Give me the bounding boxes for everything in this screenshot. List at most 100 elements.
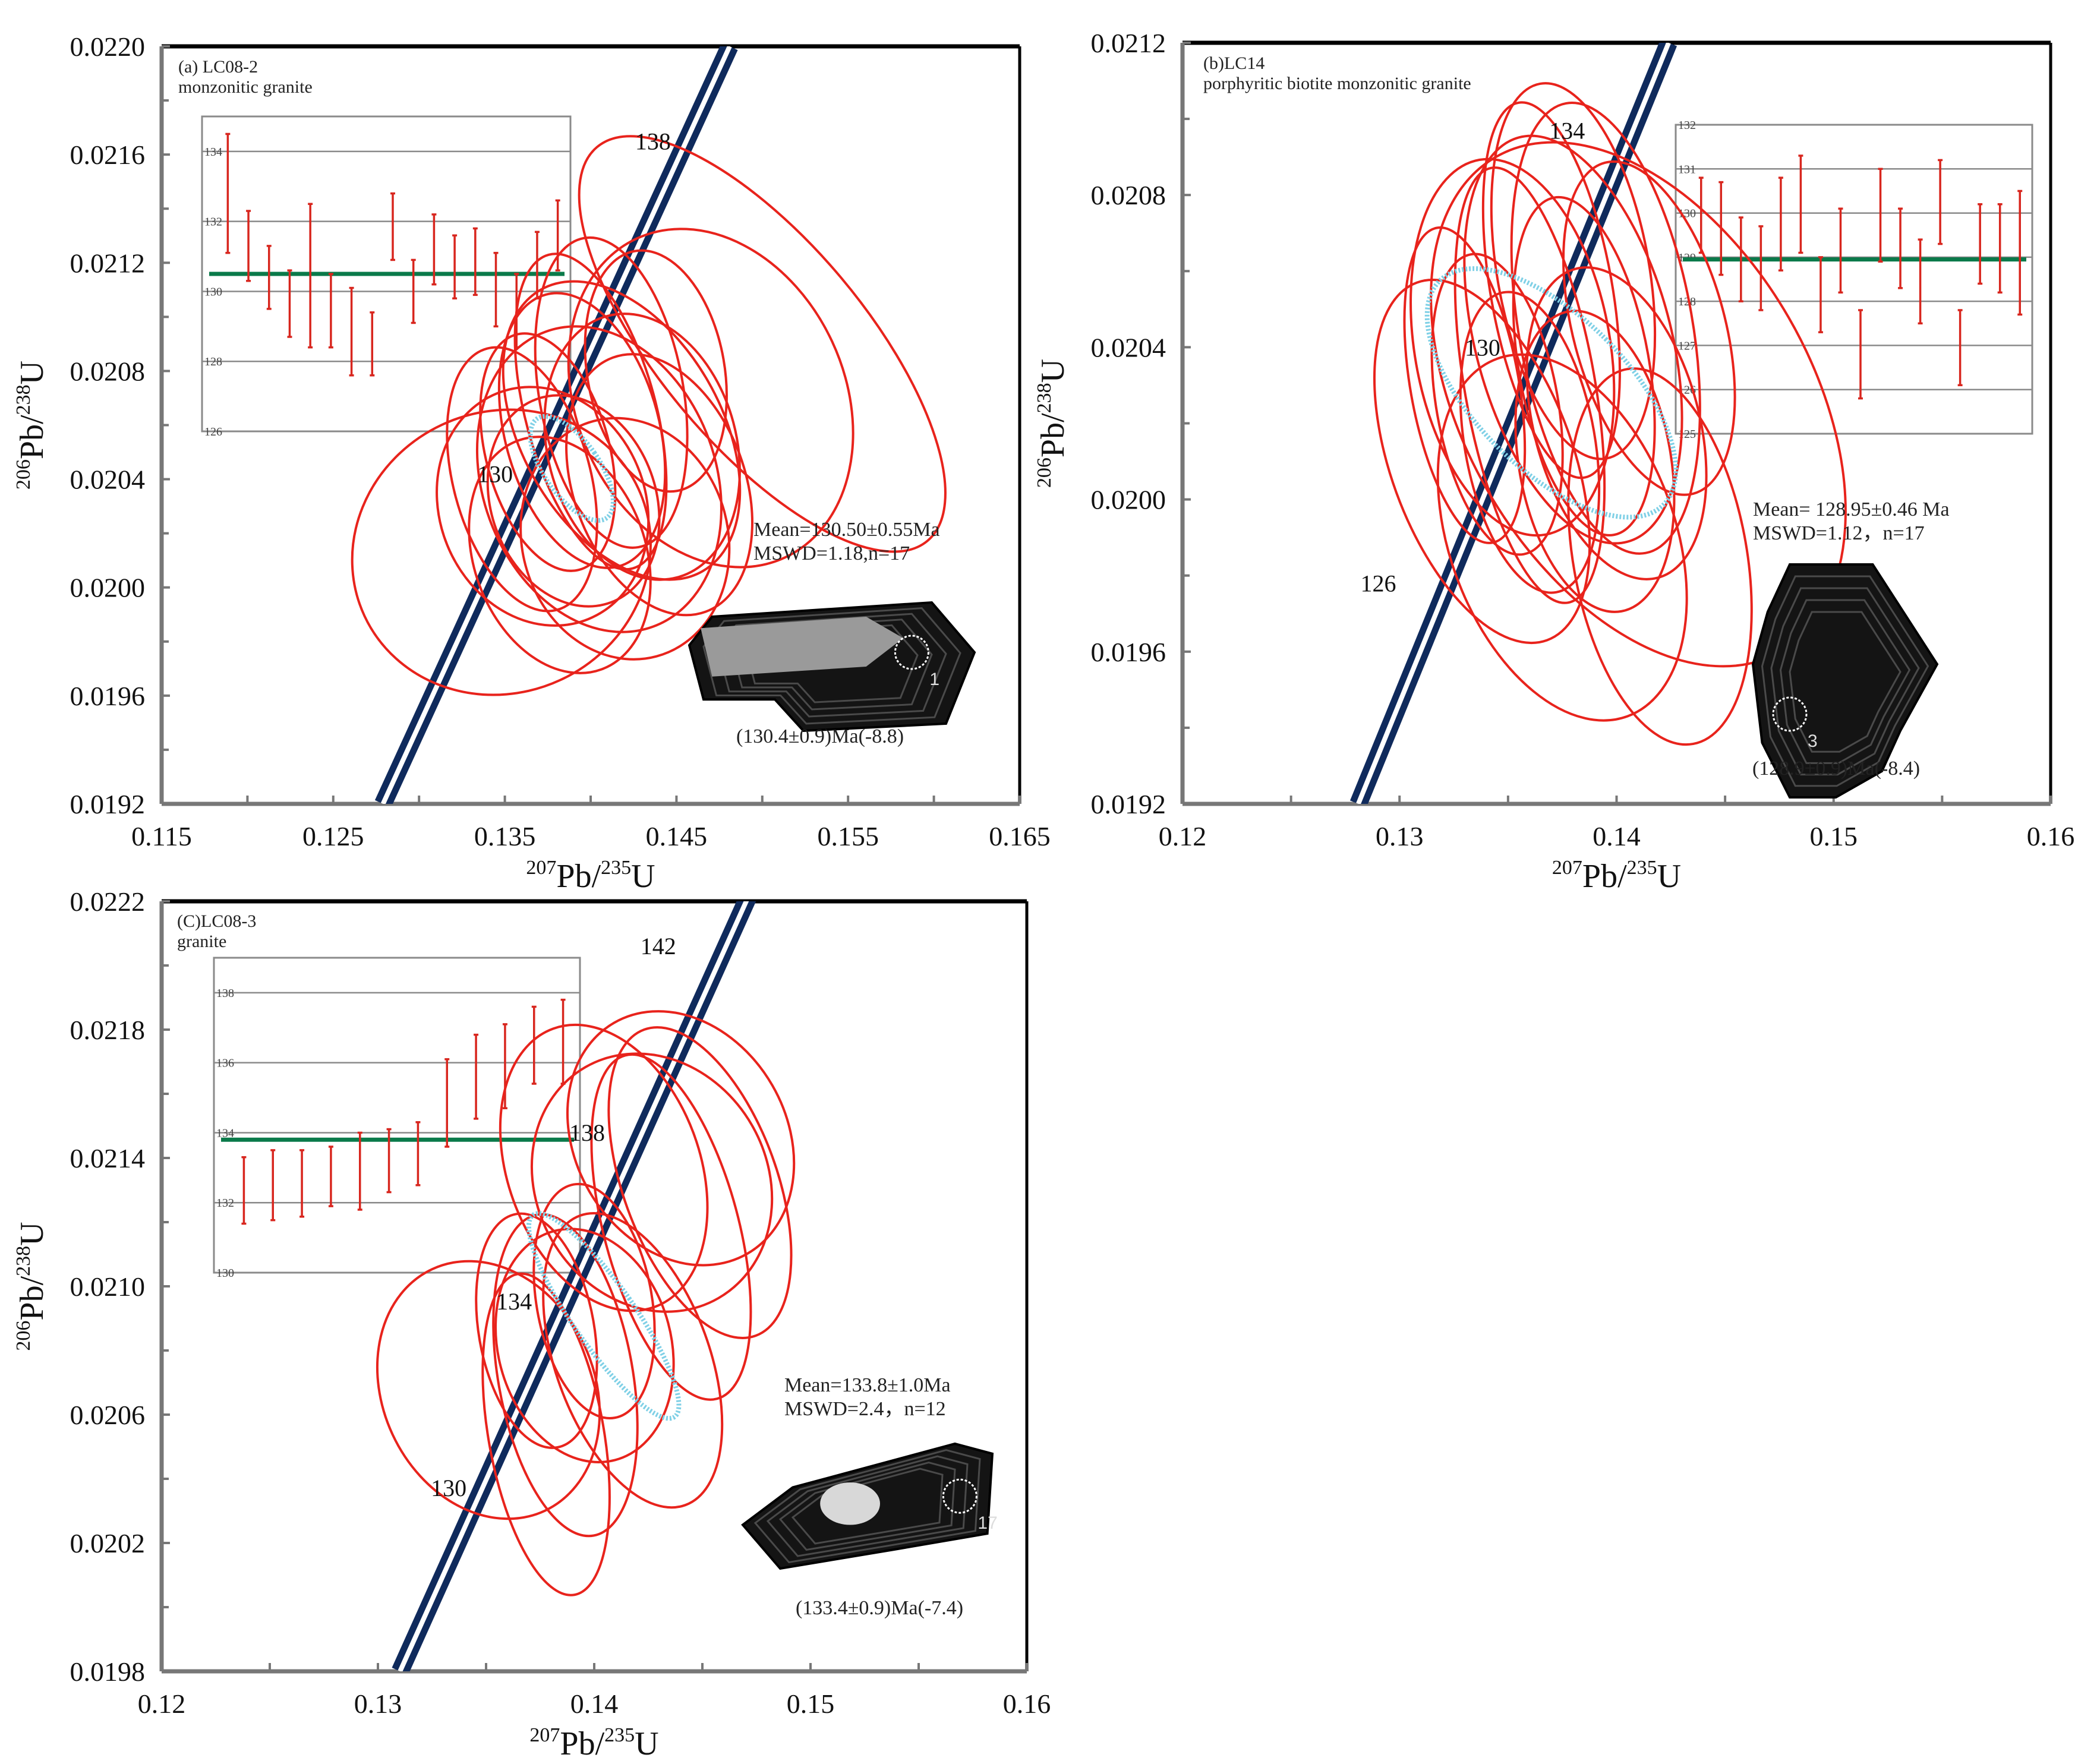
grain-age-caption: (133.4±0.9)Ma(-7.4) — [796, 1597, 963, 1619]
error-ellipse — [578, 135, 947, 553]
error-bar — [357, 1131, 362, 1211]
x-tick-label: 0.145 — [646, 821, 708, 851]
error-bar — [1918, 238, 1923, 325]
error-ellipse — [1481, 101, 1621, 479]
grain-age-caption: (128.9±0.9)Ma(-8.4) — [1752, 758, 1920, 780]
concordia-age-label: 130 — [1465, 334, 1500, 361]
axis-text: U — [1657, 858, 1681, 895]
concordia-age-label: 130 — [431, 1475, 466, 1501]
error-ellipse — [446, 346, 598, 613]
zircon-cl-image: 1 — [688, 601, 976, 733]
axis-text: U — [635, 1725, 658, 1762]
superscript: 207 — [529, 1724, 560, 1746]
bright-core — [701, 617, 903, 677]
zoning-band — [1770, 587, 1920, 776]
error-bar — [270, 1149, 276, 1222]
error-bar — [1798, 154, 1803, 254]
panel-title: (C)LC08-3 — [177, 911, 256, 931]
error-ellipse — [1373, 279, 1591, 645]
inset-tick-label: 132 — [216, 1197, 234, 1210]
analysis-spot-circle — [1772, 696, 1808, 732]
error-ellipse — [351, 408, 652, 696]
bright-core — [820, 1482, 880, 1525]
zoning-band — [766, 1455, 969, 1557]
axis-text: Pb/ — [14, 415, 51, 459]
inset-tick-label: 126 — [204, 425, 222, 438]
concordia-age-label: 138 — [569, 1119, 605, 1146]
x-tick-label: 0.115 — [131, 821, 192, 851]
y-tick-label: 0.0208 — [1091, 180, 1166, 210]
error-bar — [1738, 216, 1743, 302]
y-tick-label: 0.0212 — [70, 248, 146, 278]
axis-text: Pb/ — [1035, 413, 1071, 457]
error-ellipses — [351, 135, 947, 696]
error-bar — [308, 203, 313, 349]
panels-root: 0.115 0.125 0.135 0.145 0.155 0.165 0.0192 0.01… — [12, 28, 2074, 1762]
error-bar — [444, 1058, 450, 1148]
error-ellipse — [530, 1052, 774, 1313]
mean-age-ellipse — [526, 1211, 682, 1421]
y-axis-title: 206Pb/238U — [12, 1222, 51, 1350]
inset-tick-label: 127 — [1678, 339, 1696, 352]
grain-age-caption: (130.4±0.9)Ma(-8.8) — [736, 725, 904, 747]
error-bar — [1997, 203, 2003, 294]
concordia-age-label: 126 — [1361, 570, 1396, 597]
error-ellipse — [534, 236, 689, 549]
error-bar — [1858, 309, 1863, 400]
error-bar — [2017, 190, 2023, 316]
concordia-age-label: 130 — [477, 460, 513, 487]
y-tick-label: 0.0212 — [1091, 28, 1166, 58]
inset-tick-label: 130 — [204, 285, 222, 298]
error-bar — [452, 234, 458, 299]
mswd-label: MSWD=1.18,n=17 — [753, 542, 910, 564]
error-ellipse — [607, 1026, 793, 1339]
panel-subtitle: porphyritic biotite monzonitic granite — [1203, 74, 1471, 93]
superscript: 206 — [1033, 457, 1055, 488]
axis-text: Pb/ — [556, 858, 601, 895]
error-ellipse — [584, 249, 728, 493]
x-tick-label: 0.15 — [787, 1689, 835, 1719]
error-bar — [1957, 309, 1963, 387]
error-ellipse — [436, 386, 650, 627]
axis-text: U — [14, 1222, 51, 1245]
error-ellipses — [376, 1010, 796, 1596]
x-axis-title: 207Pb/235U — [529, 1724, 658, 1762]
error-bar — [266, 245, 272, 310]
error-bar — [386, 1128, 392, 1194]
error-bar — [555, 199, 560, 272]
weighted-mean-inset: 126 128 130 132 134 — [201, 115, 572, 438]
error-ellipse — [543, 313, 741, 581]
error-ellipse — [1430, 253, 1564, 556]
superscript: 238 — [1033, 383, 1055, 413]
y-axis-title: 206Pb/238U — [12, 361, 51, 490]
mean-age-label: Mean= 128.95±0.46 Ma — [1753, 498, 1950, 520]
x-tick-label: 0.165 — [989, 821, 1051, 851]
error-bar — [1938, 159, 1943, 245]
panel-title: (b)LC14 — [1203, 53, 1264, 73]
error-ellipse — [566, 1010, 796, 1267]
superscript: 238 — [12, 384, 34, 415]
error-ellipse — [542, 1212, 724, 1509]
error-ellipse — [590, 1053, 752, 1401]
error-bar — [390, 192, 395, 261]
zircon-cl-image: 3 — [1751, 563, 1939, 799]
mean-age-ellipse — [528, 414, 616, 523]
error-bar — [411, 258, 416, 324]
error-ellipse — [479, 332, 617, 572]
panel-a: 0.115 0.125 0.135 0.145 0.155 0.165 0.0192 0.01… — [12, 31, 1051, 895]
y-tick-label: 0.0206 — [70, 1400, 146, 1430]
error-ellipse — [519, 416, 731, 661]
x-tick-label: 0.16 — [1003, 1689, 1051, 1719]
error-ellipse — [1514, 310, 1676, 613]
error-bar — [474, 1033, 479, 1120]
concordia-age-label: 138 — [635, 128, 671, 154]
error-ellipse — [1409, 157, 1616, 537]
inset-tick-label: 131 — [1678, 163, 1696, 176]
x-tick-label: 0.15 — [1810, 821, 1858, 851]
y-tick-label: 0.0196 — [70, 681, 146, 711]
error-ellipse — [468, 436, 652, 674]
error-ellipse — [1510, 102, 1701, 555]
error-bar — [299, 1149, 305, 1218]
error-ellipse — [1459, 291, 1601, 594]
error-ellipse — [481, 1272, 611, 1596]
